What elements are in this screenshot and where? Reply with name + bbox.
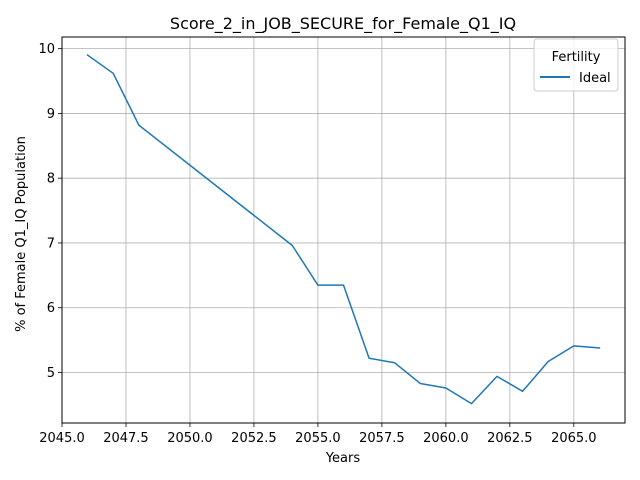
x-tick-label: 2060.0 [423, 431, 469, 446]
x-tick-label: 2062.5 [487, 431, 533, 446]
x-tick-label: 2057.5 [359, 431, 405, 446]
plot-area-frame [61, 36, 626, 424]
legend-label-ideal: Ideal [579, 71, 611, 86]
axis-ticks: 2045.0 2047.5 2050.0 2052.5 2055.0 2057.5 2060… [38, 42, 596, 446]
x-tick-label: 2052.5 [231, 431, 277, 446]
x-tick-label: 2055.0 [295, 431, 341, 446]
grid [61, 37, 625, 423]
series-line-ideal [86, 54, 601, 405]
y-tick-label: 6 [47, 301, 55, 316]
y-axis-label: % of Female Q1_IQ Population [14, 136, 29, 332]
legend: Fertility Ideal [533, 38, 619, 92]
y-tick-label: 7 [47, 236, 55, 251]
y-tick-label: 10 [38, 42, 55, 57]
x-tick-label: 2047.5 [103, 431, 149, 446]
chart-title: Score_2_in_JOB_SECURE_for_Female_Q1_IQ [170, 14, 516, 34]
x-tick-label: 2050.0 [167, 431, 213, 446]
legend-title: Fertility [552, 50, 601, 65]
x-axis-label: Years [325, 451, 361, 466]
x-tick-label: 2065.0 [551, 431, 597, 446]
y-tick-label: 9 [47, 107, 55, 122]
y-tick-label: 8 [47, 172, 55, 187]
x-tick-label: 2045.0 [39, 431, 85, 446]
y-tick-label: 5 [47, 366, 55, 381]
series-lines [86, 54, 601, 405]
